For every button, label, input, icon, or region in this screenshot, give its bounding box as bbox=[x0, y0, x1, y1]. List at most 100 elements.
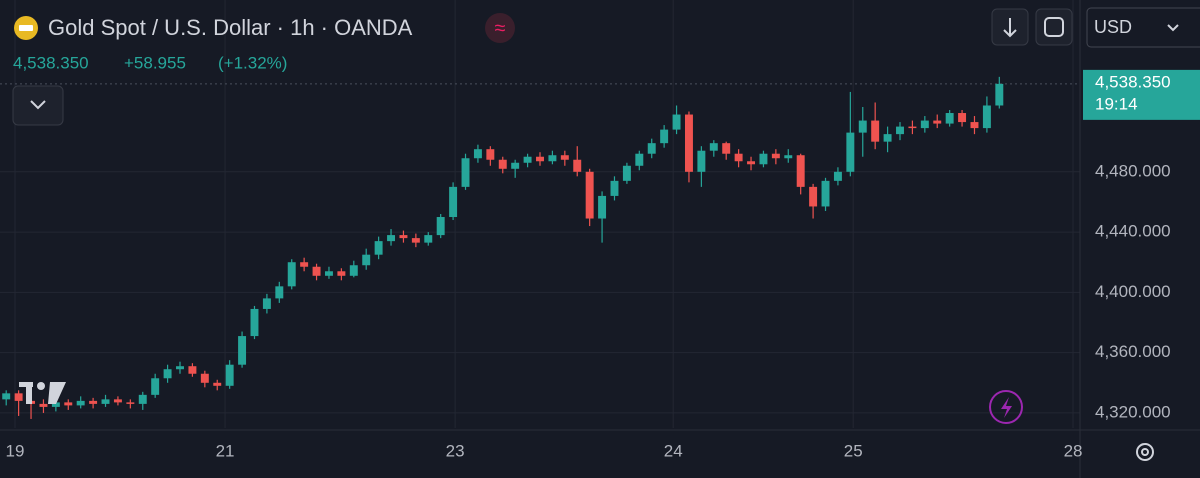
candle-body bbox=[473, 149, 482, 159]
y-tick-label: 4,480.000 bbox=[1095, 161, 1171, 180]
last-price-box bbox=[1083, 69, 1200, 120]
x-tick-label: 21 bbox=[216, 441, 235, 460]
candle-body bbox=[523, 156, 532, 163]
y-tick-label: 4,320.000 bbox=[1095, 402, 1171, 421]
candle-body bbox=[312, 266, 321, 276]
candle-body bbox=[337, 271, 346, 276]
fullscreen-button[interactable] bbox=[1035, 8, 1073, 46]
indicator-icon: ≈ bbox=[495, 17, 506, 39]
candle-body bbox=[647, 143, 656, 154]
candle-body bbox=[349, 265, 358, 276]
x-tick-label: 23 bbox=[446, 441, 465, 460]
candle-body bbox=[76, 400, 85, 406]
last-price: 4,538.350 bbox=[13, 53, 89, 72]
currency-selector[interactable] bbox=[1086, 7, 1200, 48]
candle-body bbox=[511, 162, 520, 169]
candle-body bbox=[995, 83, 1004, 106]
candle-body bbox=[747, 161, 756, 165]
candle-body bbox=[486, 149, 495, 160]
candle-body bbox=[684, 114, 693, 172]
candle-body bbox=[610, 180, 619, 196]
candle-body bbox=[238, 336, 247, 365]
candle-body bbox=[796, 155, 805, 187]
candle-body bbox=[722, 143, 731, 154]
download-icon bbox=[1003, 18, 1017, 38]
candle-body bbox=[896, 126, 904, 135]
candle-body bbox=[126, 402, 135, 404]
indicator-badge[interactable] bbox=[485, 13, 515, 43]
candle-body bbox=[982, 105, 991, 129]
candle-body bbox=[250, 308, 259, 337]
candle-body bbox=[287, 262, 296, 287]
candle-body bbox=[138, 394, 147, 404]
candle-body bbox=[573, 159, 582, 172]
candle-body bbox=[213, 382, 222, 386]
tv-logo bbox=[19, 382, 66, 404]
candle-body bbox=[933, 120, 942, 124]
candle-body bbox=[920, 120, 929, 129]
candle-body bbox=[958, 113, 967, 123]
candles bbox=[2, 76, 1004, 419]
alert-icon bbox=[1001, 397, 1012, 418]
candle-body bbox=[101, 399, 110, 404]
candle-body bbox=[14, 393, 23, 401]
candle-body bbox=[548, 155, 557, 162]
candle-body bbox=[324, 271, 333, 276]
settings-button[interactable] bbox=[1136, 443, 1154, 461]
candle-body bbox=[89, 400, 98, 404]
y-tick-label: 4,360.000 bbox=[1095, 342, 1171, 361]
settings-icon bbox=[1141, 448, 1149, 456]
candle-body bbox=[759, 153, 768, 165]
candle-body bbox=[908, 126, 917, 129]
candle-body bbox=[113, 399, 122, 403]
candle-body bbox=[970, 122, 979, 129]
candle-body bbox=[374, 241, 383, 255]
candle-body bbox=[51, 402, 60, 407]
collapse-button[interactable] bbox=[12, 85, 64, 126]
candle-body bbox=[536, 156, 544, 162]
candle-body bbox=[560, 155, 569, 160]
candle-body bbox=[362, 254, 371, 266]
candle-body bbox=[64, 402, 73, 406]
price-change-pct: (+1.32%) bbox=[218, 53, 287, 72]
candle-body bbox=[846, 132, 855, 172]
candle-body bbox=[188, 366, 197, 374]
candle-body bbox=[387, 235, 396, 242]
y-tick-label: 4,400.000 bbox=[1095, 282, 1171, 301]
candle-body bbox=[598, 195, 607, 219]
candle-body bbox=[498, 159, 507, 169]
candle-body bbox=[697, 150, 706, 172]
countdown-label: 19:14 bbox=[1095, 94, 1138, 113]
candle-body bbox=[709, 143, 718, 151]
candle-body bbox=[151, 378, 160, 395]
alert-button[interactable] bbox=[989, 390, 1023, 424]
candle-body bbox=[672, 114, 681, 130]
currency-label: USD bbox=[1094, 17, 1132, 37]
candle-body bbox=[771, 153, 780, 159]
candle-body bbox=[2, 393, 11, 400]
candle-body bbox=[821, 180, 830, 207]
candle-body bbox=[163, 369, 172, 379]
candle-body bbox=[635, 153, 644, 166]
candle-body bbox=[275, 286, 284, 299]
candle-body bbox=[622, 165, 631, 181]
candle-body bbox=[176, 366, 184, 370]
collapse-icon bbox=[30, 100, 46, 110]
last-price-label: 4,538.350 bbox=[1095, 72, 1171, 91]
candle-body bbox=[809, 186, 818, 207]
candle-body bbox=[262, 298, 271, 309]
candle-body bbox=[585, 171, 594, 219]
candle-body bbox=[399, 235, 408, 239]
candle-body bbox=[784, 155, 793, 159]
symbol-title[interactable]: Gold Spot / U.S. Dollar · 1h · OANDA bbox=[48, 15, 413, 40]
candle-body bbox=[858, 120, 867, 133]
candle-body bbox=[436, 217, 445, 236]
candle-body bbox=[660, 129, 669, 144]
price-change: +58.955 bbox=[124, 53, 186, 72]
candle-body bbox=[300, 262, 309, 267]
candle-body bbox=[461, 158, 470, 187]
candle-body bbox=[734, 153, 743, 162]
candle-body bbox=[883, 134, 892, 142]
